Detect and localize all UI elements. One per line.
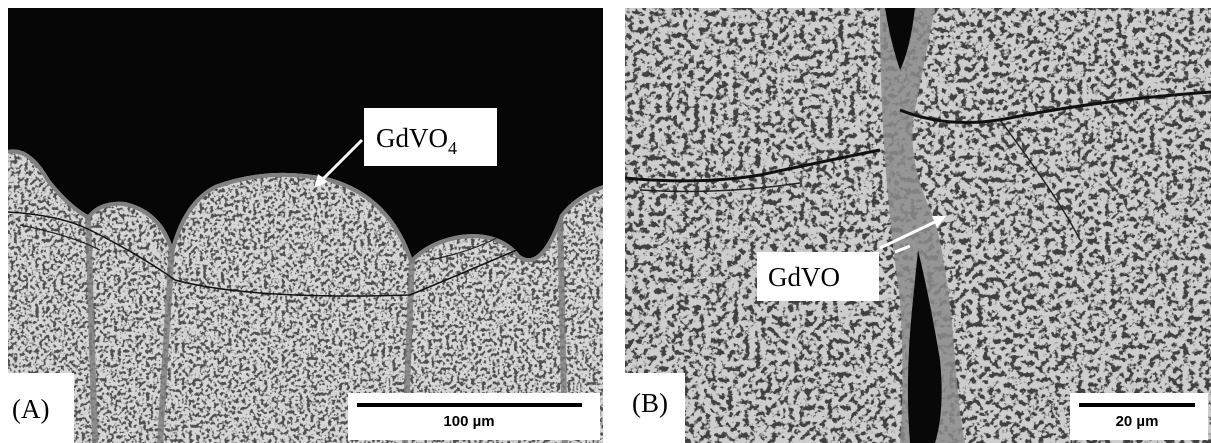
figure: (A) GdVO4 100 µm (B) GdVO 20 µm [0, 0, 1211, 443]
scale-bar-label: 20 µm [1116, 413, 1159, 430]
micrograph-b [625, 8, 1211, 443]
scale-bar-label: 100 µm [443, 413, 494, 430]
panel-label: (B) [632, 388, 668, 418]
scale-bar [1079, 403, 1195, 407]
micrograph-a [8, 8, 603, 443]
annotation: GdVO [768, 262, 840, 292]
annotation: GdVO4 [376, 123, 457, 158]
scale-bar [357, 403, 582, 407]
panel-label: (A) [12, 394, 49, 424]
annotation-subscript: 4 [448, 138, 457, 158]
page: (A) GdVO4 100 µm (B) GdVO 20 µm (() => {… [0, 0, 1211, 443]
annotation-text: GdVO [376, 123, 448, 153]
